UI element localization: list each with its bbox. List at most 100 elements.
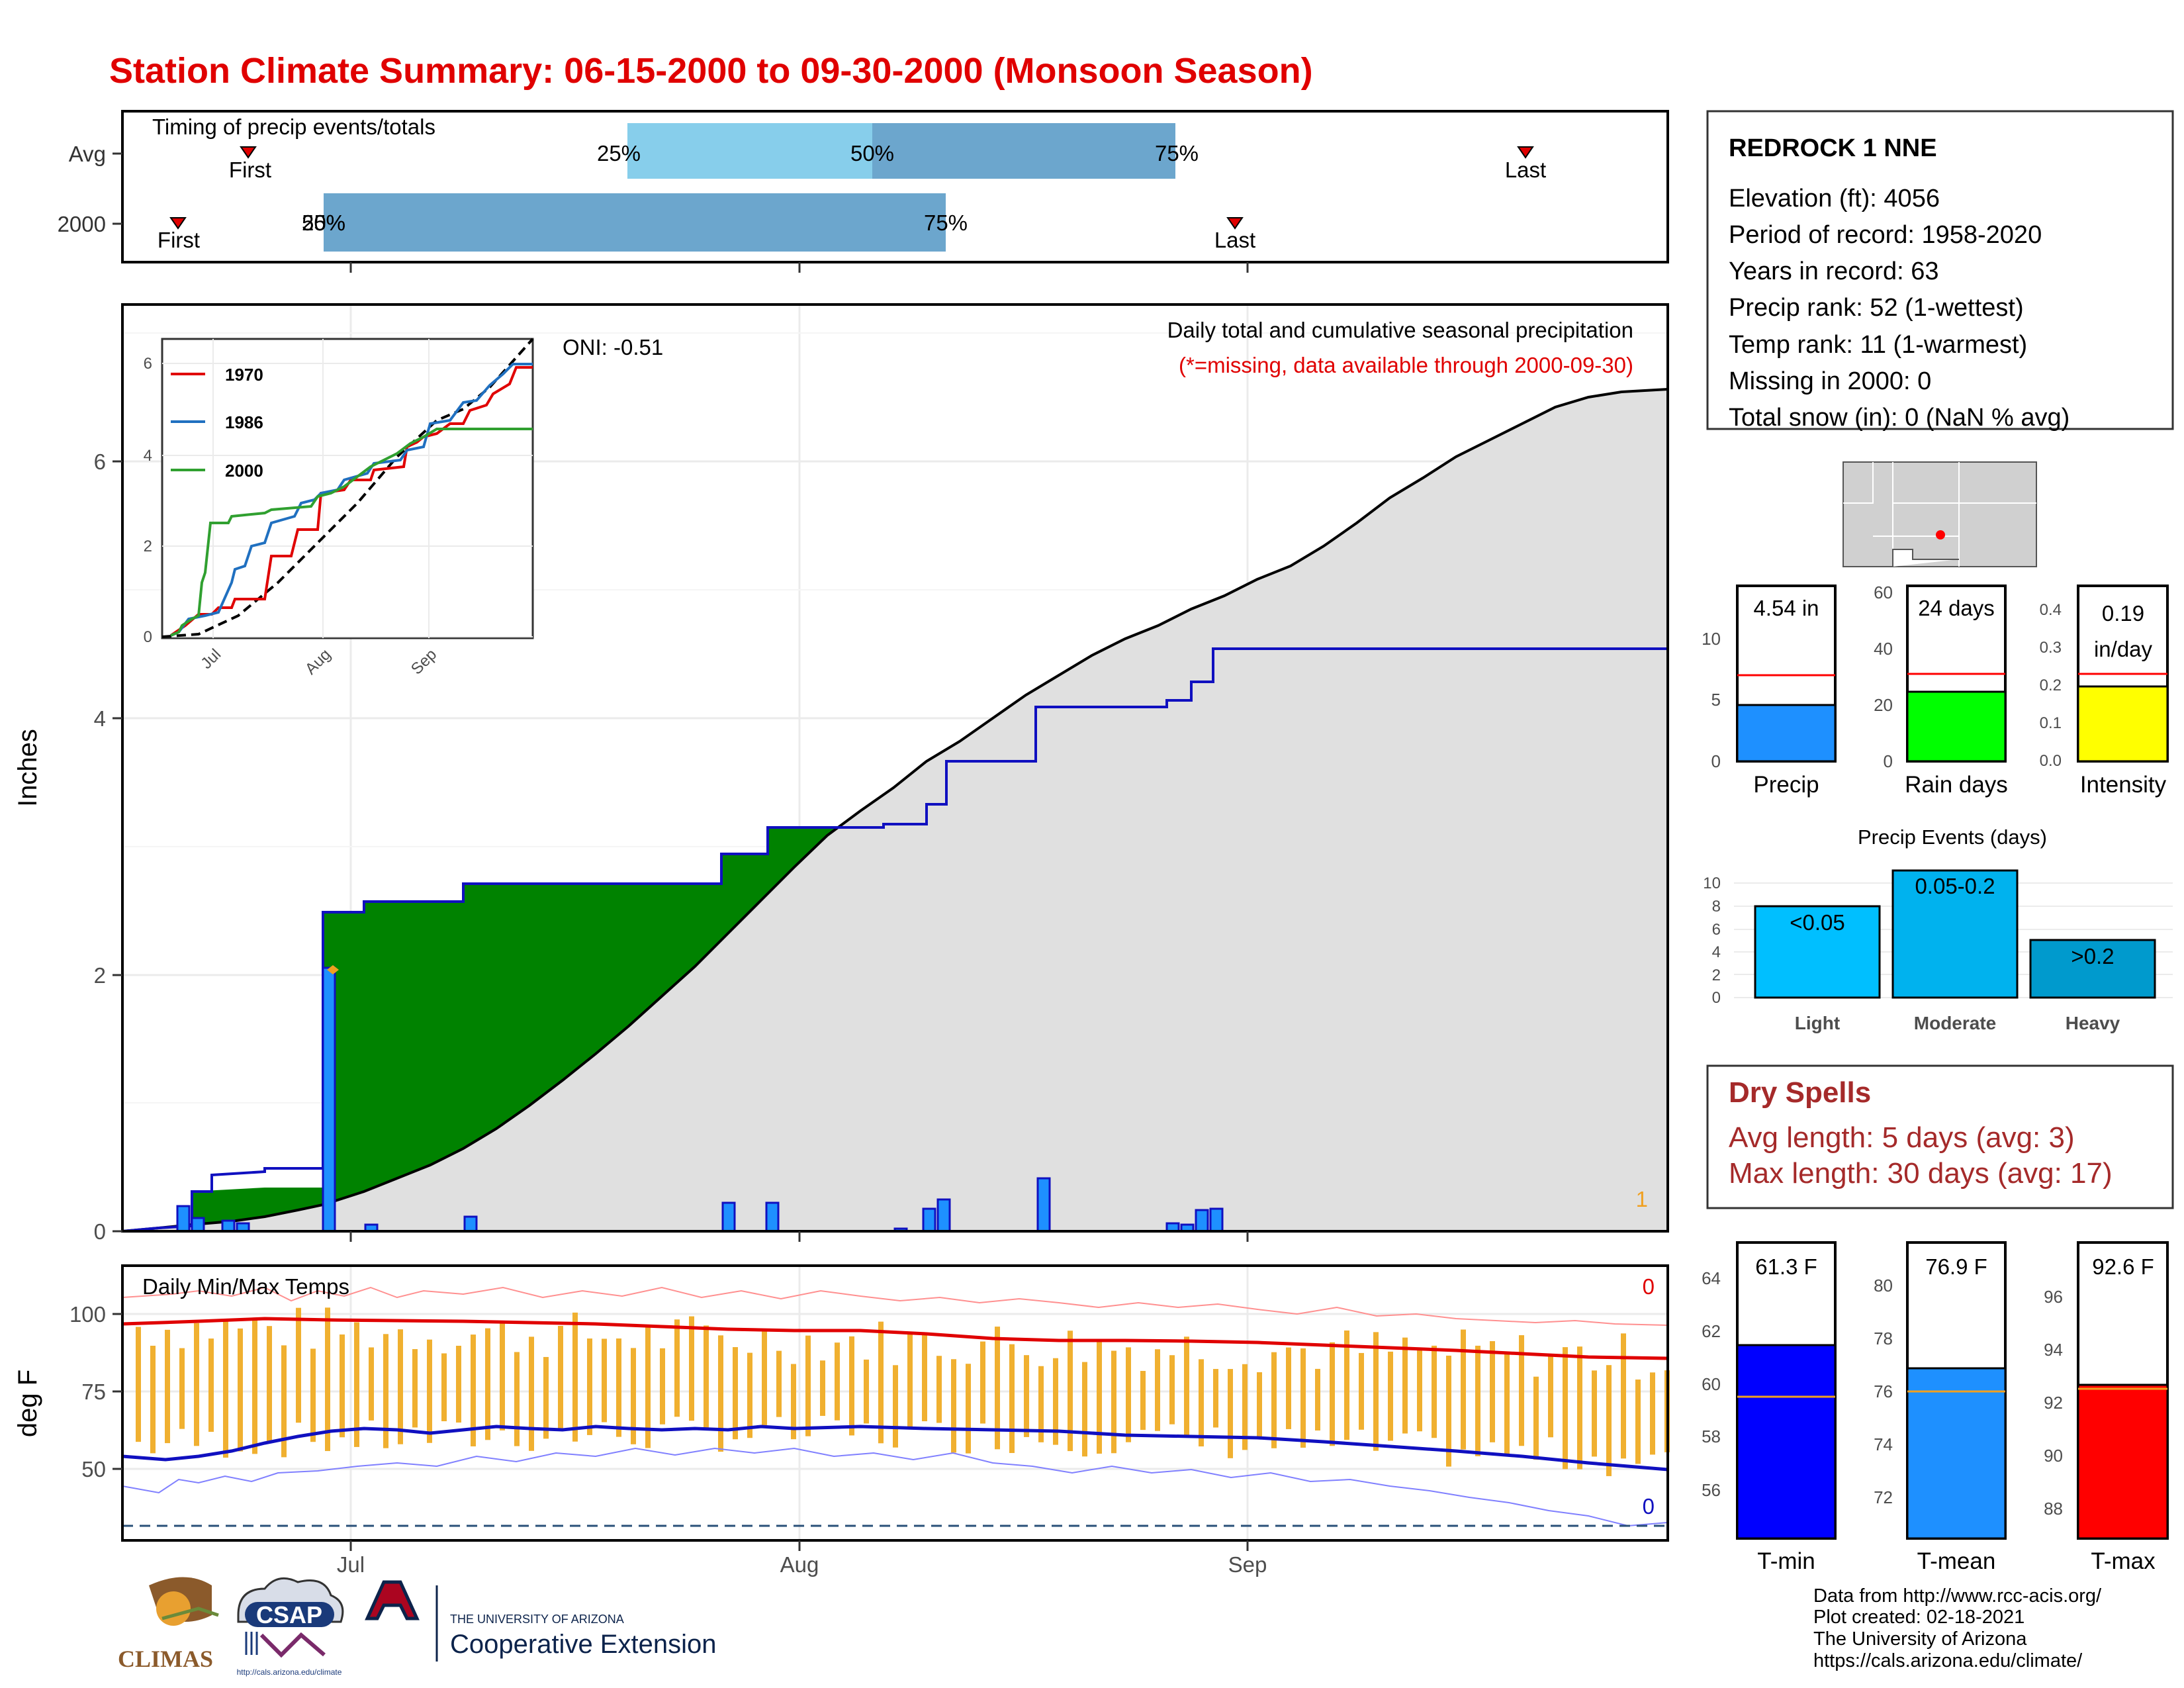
daily-temp-bar: [427, 1339, 432, 1443]
station-info-box: REDROCK 1 NNE Elevation (ft): 4056 Perio…: [1706, 110, 2174, 432]
precip-summary-bar: 4.54 in 0 5 10 Precip: [1702, 585, 1837, 798]
daily-precip-bar: [765, 1201, 780, 1233]
daily-temp-bar: [951, 1359, 956, 1453]
daily-temp-bar: [1300, 1348, 1306, 1448]
daily-temp-bar: [1126, 1347, 1131, 1442]
station-line: Elevation (ft): 4056: [1729, 185, 1940, 212]
daily-temp-bar: [1330, 1342, 1335, 1446]
daily-temp-bar: [296, 1307, 301, 1423]
daily-temp-bar: [1111, 1350, 1116, 1454]
temp-xtick: Aug: [780, 1552, 819, 1577]
daily-temp-bar: [776, 1350, 782, 1417]
tmax-summary-bar: 92.6 F 88 90 92 94 96 T-max: [2044, 1241, 2169, 1574]
inset-line-2000: [170, 428, 533, 637]
daily-temp-bar: [252, 1320, 257, 1454]
daily-temp-bar: [1315, 1368, 1320, 1431]
tmin-value-label: 61.3 F: [1755, 1254, 1817, 1279]
footer-line: Data from http://www.rcc-acis.org/: [1813, 1585, 2102, 1607]
daily-temp-bar: [1242, 1364, 1248, 1450]
daily-temp-bar: [150, 1345, 156, 1454]
daily-temp-bar: [1373, 1332, 1379, 1451]
tmin-ytick: 58: [1702, 1427, 1721, 1446]
station-line: Temp rank: 11 (1-warmest): [1729, 331, 2027, 359]
daily-temp-bar: [1228, 1369, 1233, 1458]
daily-temp-bar: [660, 1348, 665, 1425]
temp-bars-group: [136, 1307, 1670, 1476]
daily-temp-bar: [805, 1335, 811, 1436]
dry-spells-avg: Avg length: 5 days (avg: 3): [1729, 1121, 2075, 1154]
events-label-heavy: >0.2: [2071, 944, 2114, 968]
events-xlabel: Light: [1795, 1013, 1840, 1033]
events-bar-moderate: [1891, 869, 2019, 999]
precip-events-chart: Precip Events (days) <0.05 0.05-0.2 >0.2…: [1703, 825, 2173, 1033]
tmax-ytick: 90: [2044, 1446, 2063, 1466]
precip-xlabel: Precip: [1753, 772, 1819, 798]
station-line: Period of record: 1958-2020: [1729, 221, 2042, 249]
tmax-value-label: 92.6 F: [2092, 1254, 2154, 1279]
locator-map: [1843, 461, 2037, 567]
daily-temp-bar: [1169, 1355, 1175, 1425]
cumulative-2000-grey: [837, 649, 1668, 1231]
temp-chart: 50 75 100 Jul Aug Sep deg F Daily Min/Ma…: [13, 1264, 1670, 1577]
daily-temp-bar: [1068, 1331, 1073, 1452]
daily-temp-bar: [587, 1338, 592, 1435]
daily-temp-bar: [354, 1322, 359, 1447]
daily-temp-bar: [980, 1341, 985, 1424]
events-label-moderate: 0.05-0.2: [1915, 874, 1995, 898]
precip-annotation-title: Daily total and cumulative seasonal prec…: [1167, 318, 1633, 342]
daily-temp-bar: [1009, 1344, 1015, 1454]
temp-count-bottom: 0: [1643, 1494, 1655, 1519]
daily-temp-bar: [893, 1365, 898, 1448]
intensity-ytick: 0.4: [2040, 601, 2062, 619]
temp-ytick: 50: [81, 1457, 106, 1481]
tmin-ytick: 56: [1702, 1480, 1721, 1500]
raindays-summary-bar: 24 days 0 20 40 60 Rain days: [1874, 583, 2008, 798]
daily-temp-bar: [747, 1352, 752, 1438]
timing-row-avg: Avg: [69, 142, 106, 166]
daily-temp-bar: [558, 1325, 563, 1430]
events-bar-light: [1754, 905, 1881, 999]
page-title: Station Climate Summary: 06-15-2000 to 0…: [109, 51, 1313, 91]
daily-temp-bar: [762, 1329, 767, 1425]
daily-temp-bar: [412, 1349, 418, 1428]
temp-count-top: 0: [1643, 1274, 1655, 1299]
station-line: Years in record: 63: [1729, 258, 1939, 285]
tmin-bar: [1736, 1344, 1837, 1540]
csap-url: http://cals.arizona.edu/climate: [237, 1667, 342, 1677]
events-ytick: 4: [1712, 943, 1721, 961]
climas-logo-text: CLIMAS: [118, 1646, 213, 1672]
daily-precip-bar: [221, 1219, 236, 1233]
station-line: Total snow (in): 0 (NaN % avg): [1729, 404, 2070, 432]
timing-panel: Timing of precip events/totals Avg 2000 …: [58, 110, 1669, 273]
intensity-ytick: 0.1: [2040, 714, 2062, 732]
tmax-ytick: 92: [2044, 1393, 2063, 1413]
daily-precip-bar: [1036, 1177, 1051, 1233]
intensity-value-label-1: 0.19: [2102, 601, 2144, 626]
y2000-last-marker: [1226, 217, 1244, 230]
daily-temp-bar: [1359, 1352, 1364, 1430]
avg-p25-label: 25%: [597, 141, 641, 165]
inset-legend: 1970 1986 2000: [171, 365, 263, 481]
intensity-ytick: 0.3: [2040, 639, 2062, 657]
daily-temp-bar: [1388, 1351, 1393, 1441]
daily-temp-bar: [1606, 1365, 1612, 1476]
tmin-ytick: 64: [1702, 1268, 1721, 1288]
raindays-xlabel: Rain days: [1905, 772, 2008, 798]
daily-temp-bar: [1402, 1337, 1408, 1434]
daily-temp-bar: [1097, 1339, 1102, 1454]
daily-temp-bar: [1577, 1346, 1582, 1470]
avg-last-label: Last: [1505, 158, 1546, 182]
raindays-ytick: 0: [1884, 751, 1893, 771]
tmin-ytick: 62: [1702, 1321, 1721, 1341]
daily-temp-bar: [907, 1331, 913, 1428]
events-bar-heavy: [2029, 939, 2156, 999]
events-xlabel: Moderate: [1914, 1013, 1996, 1033]
daily-precip-bar: [191, 1217, 205, 1233]
daily-temp-bar: [340, 1334, 345, 1438]
temp-ytick: 100: [69, 1302, 106, 1327]
events-ytick: 0: [1712, 989, 1721, 1007]
tmean-ytick: 74: [1874, 1434, 1893, 1454]
record-max-line: [122, 1286, 1668, 1326]
daily-temp-bar: [1519, 1335, 1524, 1446]
timing-row-2000: 2000: [58, 212, 106, 236]
